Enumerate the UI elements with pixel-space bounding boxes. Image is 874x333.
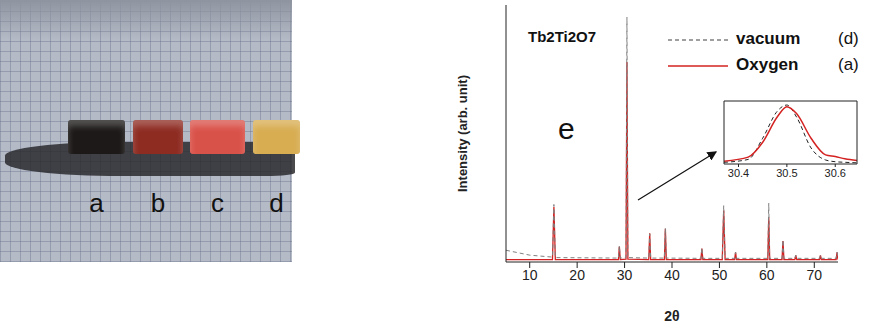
html-text:Tb2Ti2O7: Tb2Ti2O7 (528, 28, 597, 45)
svg-text:70: 70 (806, 267, 822, 283)
svg-text:30: 30 (617, 267, 633, 283)
html-text:b: b (150, 188, 166, 218)
svg-text:30.6: 30.6 (825, 167, 846, 179)
html-text:c: c (211, 188, 224, 218)
html-text:(d): (d) (838, 29, 859, 48)
html-text:d: d (269, 188, 284, 218)
html-text:a: a (89, 188, 104, 218)
svg-text:30.5: 30.5 (776, 167, 797, 179)
svg-text:30.4: 30.4 (728, 167, 749, 179)
html-text:vacuum: vacuum (736, 29, 801, 48)
svg-text:10: 10 (522, 267, 538, 283)
html-text:e: e (558, 112, 575, 145)
svg-text:40: 40 (664, 267, 680, 283)
html-text:Oxygen: Oxygen (736, 55, 799, 74)
html-text:(a): (a) (838, 55, 859, 74)
svg-text:Intensity (arb. unit): Intensity (arb. unit) (455, 75, 470, 192)
svg-text:20: 20 (569, 267, 585, 283)
svg-text:2θ: 2θ (664, 308, 679, 324)
svg-text:50: 50 (712, 267, 728, 283)
svg-text:60: 60 (759, 267, 775, 283)
